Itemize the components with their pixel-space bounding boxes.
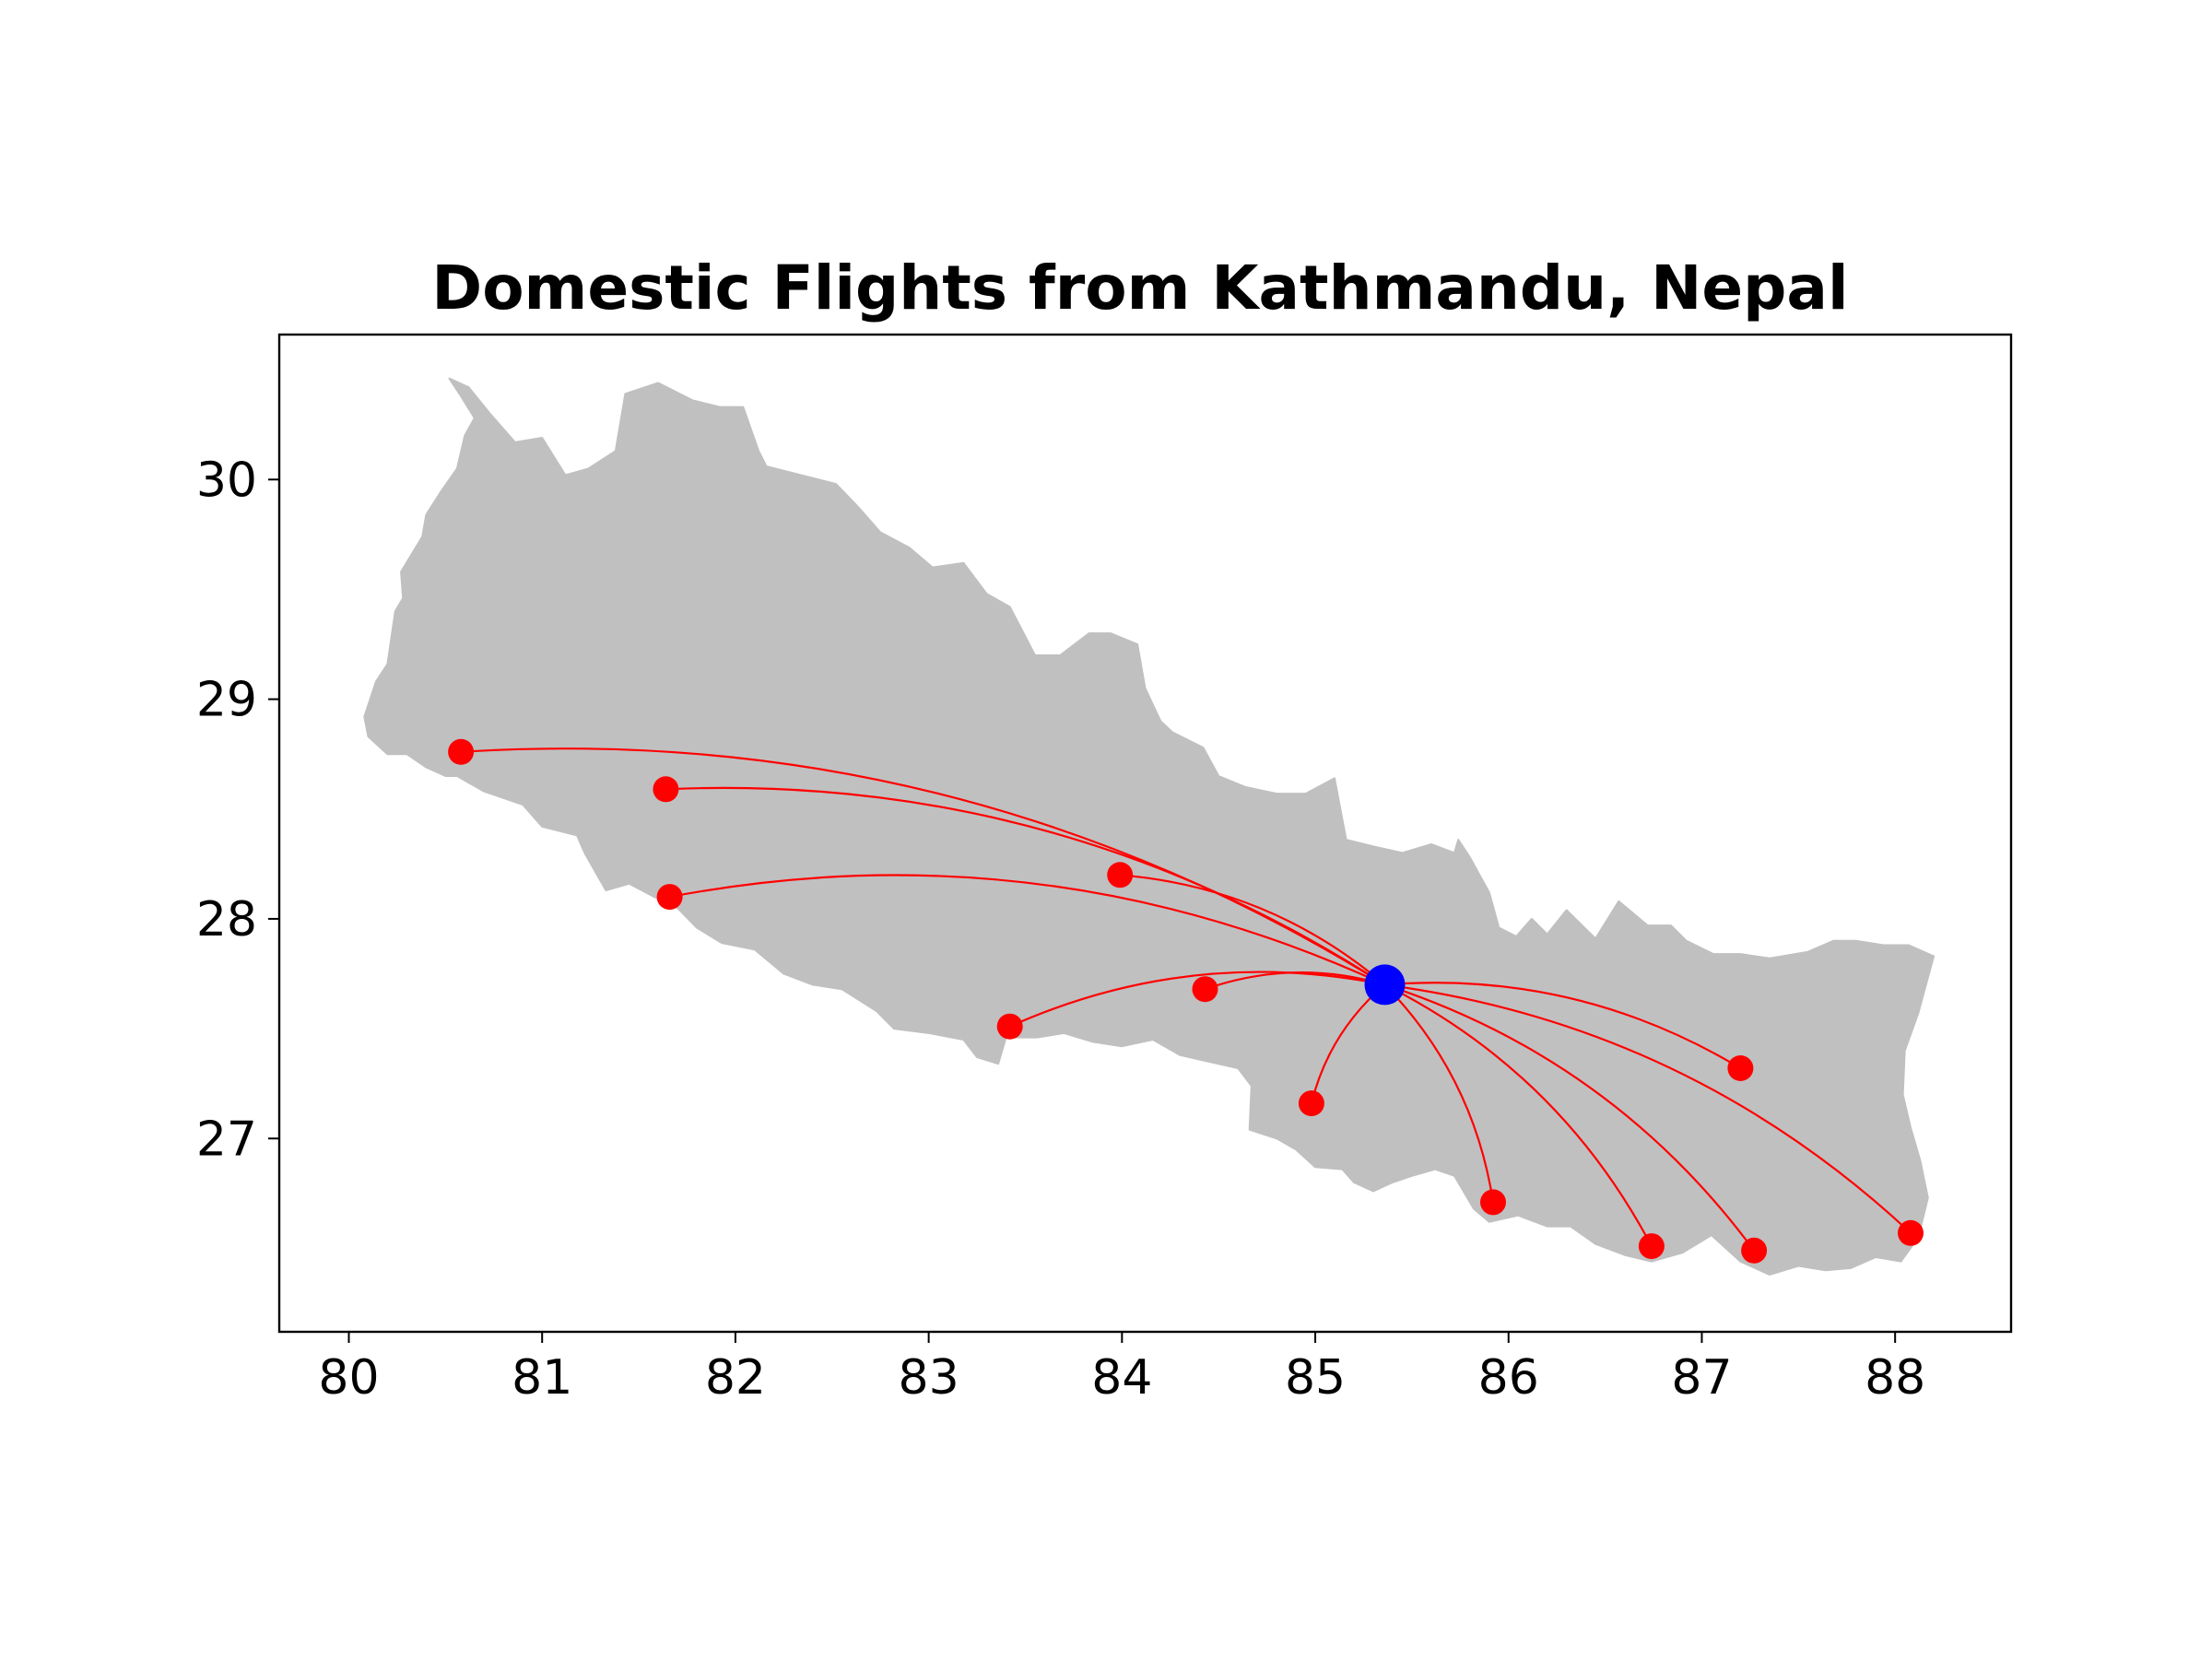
destination-airport-marker	[1480, 1189, 1506, 1216]
destination-airport-marker	[656, 884, 683, 911]
y-tick-label: 27	[196, 1112, 257, 1167]
x-tick-label: 87	[1671, 1350, 1732, 1406]
axis-ticks: 80 81 82 83 84 85 86 87 88 27 28 29 30	[196, 453, 1925, 1406]
chart-title: Domestic Flights from Kathmandu, Nepal	[431, 253, 1848, 324]
flight-route-line	[1384, 983, 1653, 1247]
x-tick-label: 83	[899, 1350, 959, 1406]
nepal-landmass	[363, 377, 1936, 1276]
x-tick-label: 88	[1865, 1350, 1925, 1406]
flight-route-line	[665, 786, 1386, 986]
flight-route-line	[1009, 971, 1385, 1028]
flight-route-line	[1384, 982, 1741, 1069]
destination-airport-marker	[1192, 976, 1218, 1003]
plot-area	[277, 333, 2013, 1334]
axes-frame	[277, 333, 2013, 1334]
origin-airport-marker	[1364, 964, 1406, 1006]
x-tick-label: 86	[1478, 1350, 1539, 1406]
flight-route-line	[1383, 983, 1495, 1203]
flight-route-line	[669, 874, 1385, 986]
destination-airport-marker	[653, 776, 679, 803]
y-tick-label: 28	[196, 892, 257, 947]
x-tick-label: 82	[705, 1350, 766, 1406]
destination-airport-marker	[996, 1013, 1023, 1040]
x-tick-label: 80	[318, 1350, 379, 1406]
destination-airport-marker	[1727, 1055, 1754, 1081]
x-tick-label: 81	[512, 1350, 572, 1406]
destination-airport-marker	[1741, 1237, 1768, 1264]
flight-route-line	[1384, 983, 1755, 1252]
destination-airport-marker	[1898, 1219, 1924, 1246]
destination-airport-marker	[1638, 1233, 1665, 1260]
x-tick-label: 85	[1285, 1350, 1346, 1406]
y-tick-label: 29	[196, 673, 257, 728]
x-tick-label: 84	[1091, 1350, 1152, 1406]
flight-route-line	[1384, 983, 1912, 1234]
destination-airport-marker	[448, 738, 475, 765]
destination-airport-marker	[1107, 862, 1134, 888]
flight-route-line	[1120, 874, 1386, 986]
destination-airport-marker	[1298, 1090, 1324, 1117]
y-tick-label: 30	[196, 453, 257, 508]
